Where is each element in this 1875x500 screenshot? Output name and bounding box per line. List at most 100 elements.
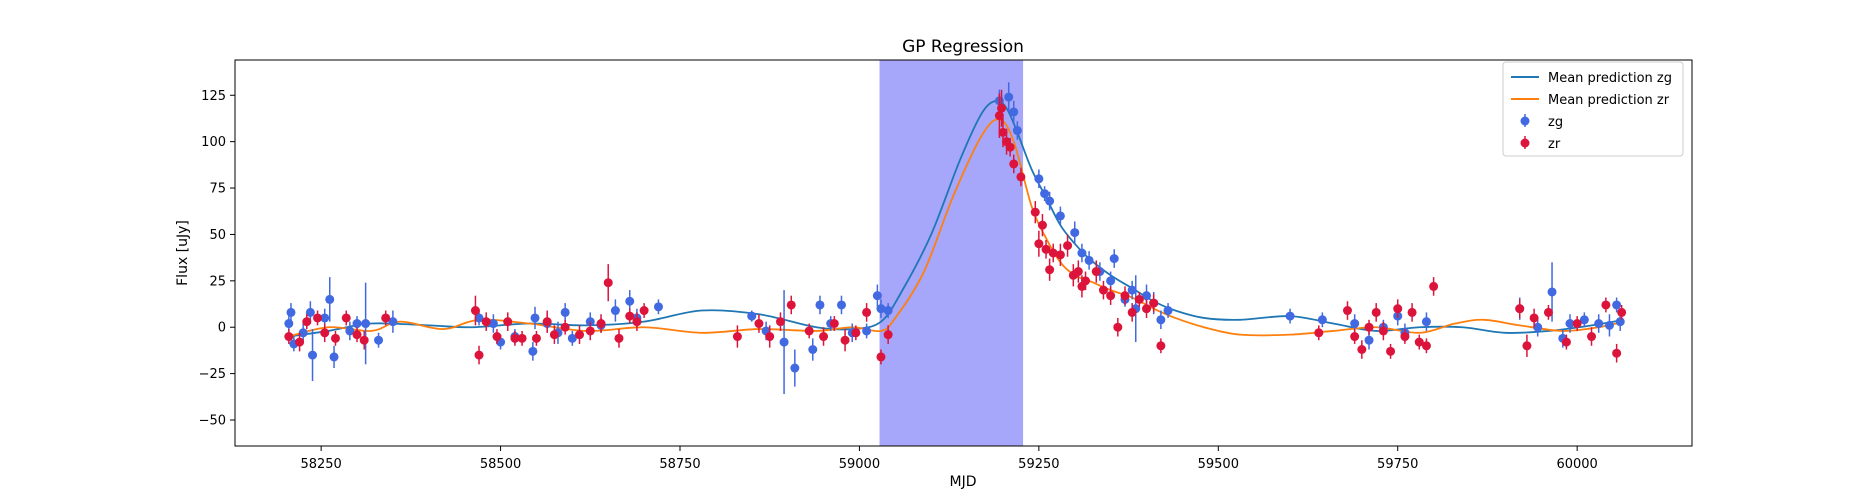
legend-zr-marker [1520, 138, 1530, 148]
data-point-zg [1163, 306, 1173, 316]
data-point-zg [567, 333, 577, 343]
data-point-zg [1009, 107, 1019, 117]
data-point-zg [625, 296, 635, 306]
data-point-zr [819, 332, 829, 342]
data-point-zg [1012, 126, 1022, 136]
data-point-zg [352, 319, 362, 329]
data-point-zg [1040, 189, 1050, 199]
data-point-zr [1572, 319, 1582, 329]
data-point-zg [815, 300, 825, 310]
data-point-zg [883, 306, 893, 316]
y-tick-label: 0 [218, 321, 226, 336]
data-point-zg [779, 337, 789, 347]
data-point-zr [1142, 304, 1152, 314]
data-point-zg [361, 319, 371, 329]
data-point-zr [1617, 307, 1627, 317]
legend-label-mean-zr: Mean prediction zr [1548, 93, 1670, 108]
data-point-zr [876, 352, 886, 362]
data-point-zr [1522, 341, 1532, 351]
data-point-zg [388, 317, 398, 327]
data-point-zr [1350, 332, 1360, 342]
data-point-zr [531, 333, 541, 343]
data-point-zr [596, 319, 606, 329]
data-point-zr [575, 330, 585, 340]
data-point-zg [374, 335, 384, 345]
y-tick-label: −25 [199, 367, 226, 382]
data-point-zg [1034, 174, 1044, 184]
data-point-zr [625, 311, 635, 321]
data-point-zr [1091, 267, 1101, 277]
data-point-zr [1421, 341, 1431, 351]
series-zg [284, 82, 1625, 395]
data-point-zr [585, 326, 595, 336]
data-point-zg [1615, 317, 1625, 327]
data-point-zr [1034, 239, 1044, 249]
data-point-zg [325, 294, 335, 304]
data-point-zg [560, 307, 570, 317]
data-point-zr [765, 332, 775, 342]
data-point-zg [1156, 315, 1166, 325]
data-point-zr [1429, 281, 1439, 291]
data-point-zr [1393, 304, 1403, 314]
data-point-zg [836, 300, 846, 310]
data-point-zr [639, 306, 649, 316]
data-point-zr [732, 332, 742, 342]
data-point-zg [1084, 255, 1094, 265]
x-axis-label: MJD [950, 474, 977, 490]
data-layer [284, 82, 1627, 395]
data-point-zr [1073, 267, 1083, 277]
axes-layer: 58250 58500 58750 59000 59250 59500 59750 60000… [199, 59, 1693, 472]
data-point-zg [876, 304, 886, 314]
data-point-zg [284, 319, 294, 329]
data-point-zg [528, 346, 538, 356]
data-point-zg [1547, 287, 1557, 297]
y-tick-label: −50 [199, 414, 226, 429]
data-point-zg [747, 311, 757, 321]
y-tick-label: 25 [209, 274, 226, 289]
data-point-zr [998, 127, 1008, 137]
data-point-zr [1037, 220, 1047, 230]
data-point-zr [1529, 313, 1539, 323]
data-point-zr [1386, 346, 1396, 356]
data-point-zg [1070, 228, 1080, 238]
data-point-zg [1350, 319, 1360, 329]
data-point-zg [1565, 319, 1575, 329]
data-point-zg [1612, 300, 1622, 310]
data-point-zg [1364, 335, 1374, 345]
x-tick-label: 58250 [300, 457, 341, 472]
data-point-zg [1317, 315, 1327, 325]
legend-label-zr: zr [1548, 137, 1561, 152]
data-point-zg [530, 313, 540, 323]
x-tick-label: 59000 [839, 457, 880, 472]
data-point-zg [474, 313, 484, 323]
data-point-zg [1421, 317, 1431, 327]
data-point-zr [1009, 159, 1019, 169]
data-point-zr [632, 317, 642, 327]
data-point-zg [1604, 320, 1614, 330]
data-point-zr [560, 322, 570, 332]
data-point-zr [381, 313, 391, 323]
data-point-zg [1594, 319, 1604, 329]
data-point-zr [1055, 250, 1065, 260]
y-tick-label: 125 [201, 89, 226, 104]
data-point-zg [610, 306, 620, 316]
x-tick-label: 58750 [659, 457, 700, 472]
data-point-zg [1055, 211, 1065, 221]
data-point-zg [653, 302, 663, 312]
data-point-zr [1045, 265, 1055, 275]
data-point-zg [305, 307, 315, 317]
data-point-zg [1142, 291, 1152, 301]
legend-label-zg: zg [1548, 115, 1563, 130]
data-point-zr [1364, 322, 1374, 332]
data-point-zr [614, 333, 624, 343]
legend-zg-marker [1520, 116, 1530, 126]
data-point-zr [1543, 307, 1553, 317]
data-point-zr [1048, 248, 1058, 258]
data-point-zr [517, 333, 527, 343]
data-point-zr [542, 317, 552, 327]
data-point-zr [804, 326, 814, 336]
data-point-zr [1378, 326, 1388, 336]
legend-frame [1502, 61, 1684, 157]
data-point-zg [320, 313, 330, 323]
data-point-zg [1533, 322, 1543, 332]
